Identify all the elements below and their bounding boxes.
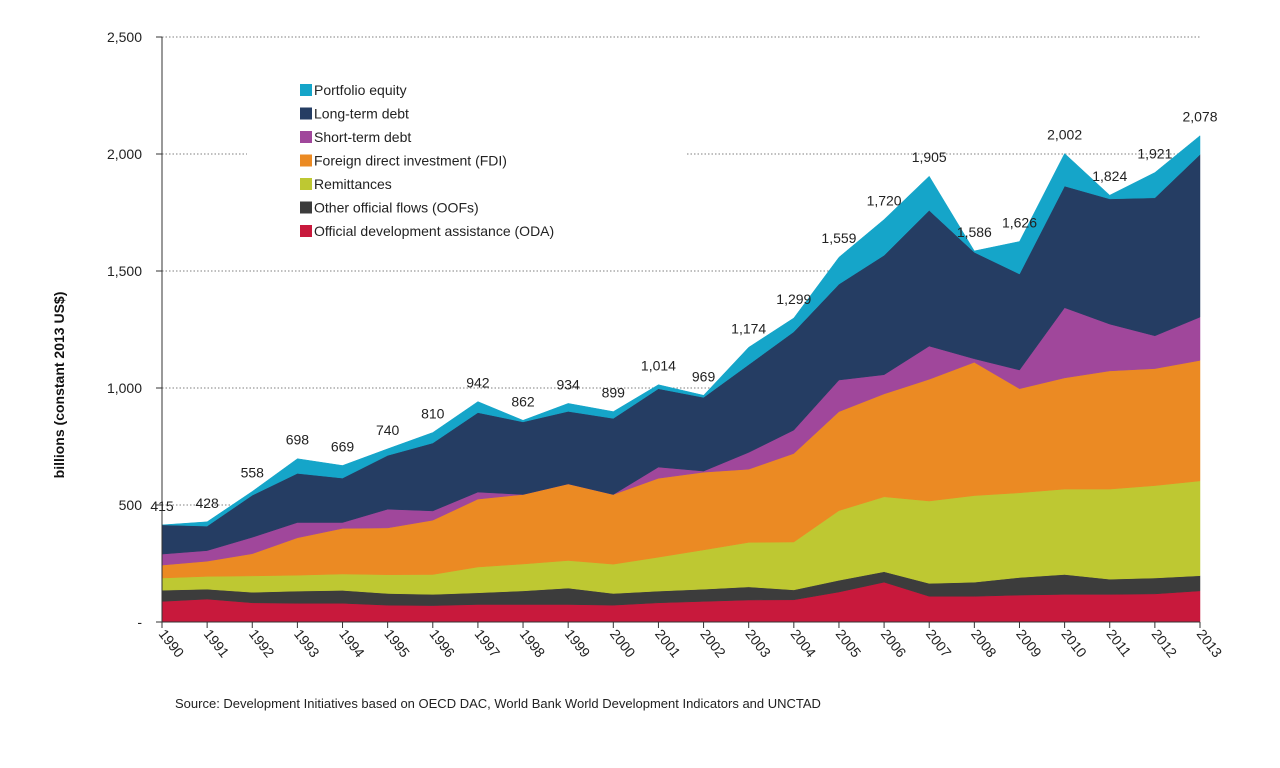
total-data-label: 1,559 [821, 230, 856, 246]
legend-swatch [300, 154, 312, 167]
total-data-label: 415 [150, 498, 174, 514]
x-tick-label: 2011 [1103, 626, 1134, 660]
total-data-label: 1,905 [912, 149, 947, 165]
x-tick-label: 2001 [652, 626, 684, 661]
total-labels: 415 428 558 698 669 740 810 942 862 934 899 1,014 96… [150, 109, 1217, 514]
x-tick-label: 1999 [562, 626, 594, 661]
total-data-label: 942 [466, 375, 490, 391]
legend-label: Portfolio equity [314, 82, 407, 98]
x-tick-label: 1996 [426, 626, 458, 661]
legend-background [247, 74, 687, 247]
axes [156, 36, 1201, 628]
x-tick-label: 2012 [1149, 626, 1181, 661]
legend-label: Official development assistance (ODA) [314, 223, 554, 239]
total-data-label: 558 [241, 464, 265, 480]
legend-label: Long-term debt [314, 106, 409, 122]
total-data-label: 2,078 [1182, 109, 1217, 125]
x-tick-label: 1990 [156, 626, 188, 661]
total-data-label: 862 [511, 393, 535, 409]
x-tick-label: 2003 [742, 626, 774, 661]
x-tick-labels: 1990 1991 1992 1993 1994 1995 1996 1997 1998 1999… [156, 626, 1226, 661]
total-data-label: 1,824 [1092, 168, 1127, 184]
legend-swatch [300, 201, 312, 214]
area-portfolio-equity [161, 135, 1201, 527]
total-data-label: 1,720 [867, 193, 902, 209]
total-data-label: 698 [286, 432, 310, 448]
x-tick-label: 1997 [472, 626, 504, 661]
total-data-label: 934 [556, 376, 580, 392]
total-data-label: 1,626 [1002, 215, 1037, 231]
x-tick-label: 2010 [1058, 626, 1090, 661]
total-data-label: 1,921 [1137, 145, 1172, 161]
area-series [161, 135, 1201, 623]
total-data-label: 1,174 [731, 320, 766, 336]
x-tick-label: 1993 [291, 626, 323, 661]
legend-swatch [300, 131, 312, 143]
legend-label: Other official flows (OOFs) [314, 200, 479, 216]
total-data-label: 810 [421, 405, 445, 421]
x-tick-label: 1991 [201, 626, 233, 661]
legend: Portfolio equity Long-term debt Short-term… [247, 74, 687, 247]
total-data-label: 428 [195, 495, 219, 511]
y-tick-label: 500 [119, 497, 143, 513]
total-data-label: 2,002 [1047, 127, 1082, 143]
x-tick-label: 1998 [517, 626, 549, 661]
x-tick-label: 1994 [336, 626, 368, 661]
x-tick-label: 1992 [246, 626, 278, 661]
x-tick-label: 2006 [878, 626, 910, 661]
y-tick-labels: - 500 1,000 1,500 2,000 2,500 [107, 29, 142, 630]
x-tick-label: 2000 [607, 626, 639, 661]
legend-swatch [300, 84, 312, 96]
total-data-label: 740 [376, 422, 400, 438]
x-tick-label: 2004 [787, 626, 819, 661]
total-data-label: 969 [692, 368, 716, 384]
x-tick-label: 2013 [1194, 626, 1226, 661]
x-tick-label: 1995 [381, 626, 413, 661]
total-data-label: 1,586 [957, 224, 992, 240]
y-tick-label: 1,500 [107, 263, 142, 279]
legend-swatch [300, 225, 312, 237]
x-tick-label: 2008 [968, 626, 1000, 661]
legend-label: Foreign direct investment (FDI) [314, 153, 507, 169]
legend-label: Short-term debt [314, 129, 411, 145]
source-note: Source: Development Initiatives based on… [175, 696, 821, 711]
total-data-label: 899 [602, 385, 626, 401]
legend-swatch [300, 107, 312, 120]
x-tick-label: 2007 [923, 626, 955, 661]
total-data-label: 1,014 [641, 358, 676, 374]
y-axis-label: billions (constant 2013 US$) [51, 292, 67, 479]
y-tick-label: 1,000 [107, 380, 142, 396]
x-tick-label: 2005 [833, 626, 865, 661]
total-data-label: 669 [331, 438, 355, 454]
legend-swatch [300, 178, 312, 190]
x-tick-label: 2009 [1013, 626, 1045, 661]
total-data-label: 1,299 [776, 291, 811, 307]
x-tick-label: 2002 [697, 626, 729, 661]
legend-label: Remittances [314, 176, 392, 192]
y-tick-label: - [137, 614, 142, 630]
y-tick-label: 2,500 [107, 29, 142, 45]
y-tick-label: 2,000 [107, 146, 142, 162]
